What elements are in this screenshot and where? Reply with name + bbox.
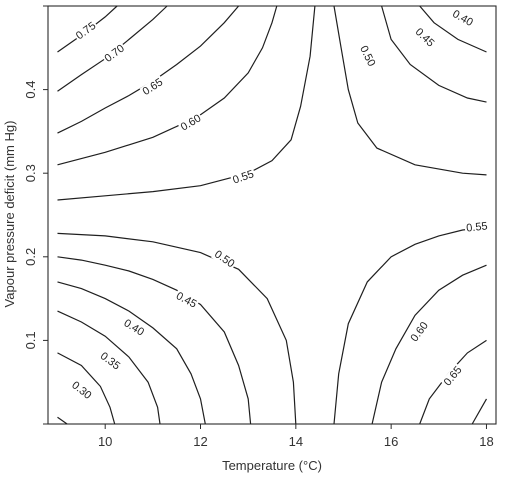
x-tick-label: 14 bbox=[289, 434, 303, 449]
contour-label-background bbox=[177, 111, 205, 135]
contour-label-background bbox=[139, 75, 167, 99]
contour-line bbox=[381, 5, 487, 103]
x-tick-label: 16 bbox=[384, 434, 398, 449]
contour-line bbox=[57, 352, 116, 425]
y-tick-label: 0.3 bbox=[23, 164, 38, 182]
contour-label-background bbox=[464, 220, 490, 235]
contour-line bbox=[57, 416, 68, 425]
contour-line bbox=[57, 5, 316, 201]
plot-frame bbox=[47, 5, 497, 425]
contour-label-background bbox=[68, 378, 95, 403]
y-tick-label: 0.1 bbox=[23, 331, 38, 349]
contour-label-background bbox=[230, 167, 257, 188]
x-tick-label: 18 bbox=[479, 434, 493, 449]
contour-line bbox=[57, 5, 278, 166]
contour-label-background bbox=[440, 363, 466, 390]
contour-label-background bbox=[356, 42, 378, 70]
contour-line bbox=[57, 310, 161, 425]
contour-line bbox=[371, 264, 487, 425]
x-tick-label: 10 bbox=[98, 434, 112, 449]
contour-label-background bbox=[96, 349, 124, 374]
contour-layer: 0.750.700.650.600.550.500.450.400.350.30… bbox=[57, 5, 490, 425]
contour-line bbox=[333, 226, 487, 425]
contour-label-background bbox=[172, 289, 200, 312]
contour-line bbox=[57, 256, 252, 425]
contour-line bbox=[471, 398, 488, 425]
x-axis-label: Temperature (°C) bbox=[222, 458, 322, 473]
contour-label-background bbox=[411, 25, 438, 51]
contour-line bbox=[57, 232, 297, 425]
contour-label-background bbox=[407, 318, 432, 346]
contour-line bbox=[333, 5, 487, 176]
contour-label: 0.55 bbox=[231, 168, 255, 186]
contour-label-background bbox=[211, 247, 238, 272]
y-axis-label: Vapour pressure deficit (mm Hg) bbox=[2, 121, 17, 308]
axes-layer: 10 12 14 16 18 0.1 0.2 0.3 0.4 bbox=[23, 5, 494, 449]
y-tick-label: 0.2 bbox=[23, 248, 38, 266]
contour-label-background bbox=[101, 41, 128, 66]
contour-line bbox=[419, 5, 487, 53]
x-tick-label: 12 bbox=[193, 434, 207, 449]
contour-label-background bbox=[120, 316, 148, 340]
contour-label: 0.55 bbox=[466, 220, 489, 234]
y-tick-label: 0.4 bbox=[23, 81, 38, 99]
contour-line bbox=[57, 281, 206, 425]
contour-label-background bbox=[72, 19, 100, 44]
contour-label-background bbox=[449, 7, 477, 30]
